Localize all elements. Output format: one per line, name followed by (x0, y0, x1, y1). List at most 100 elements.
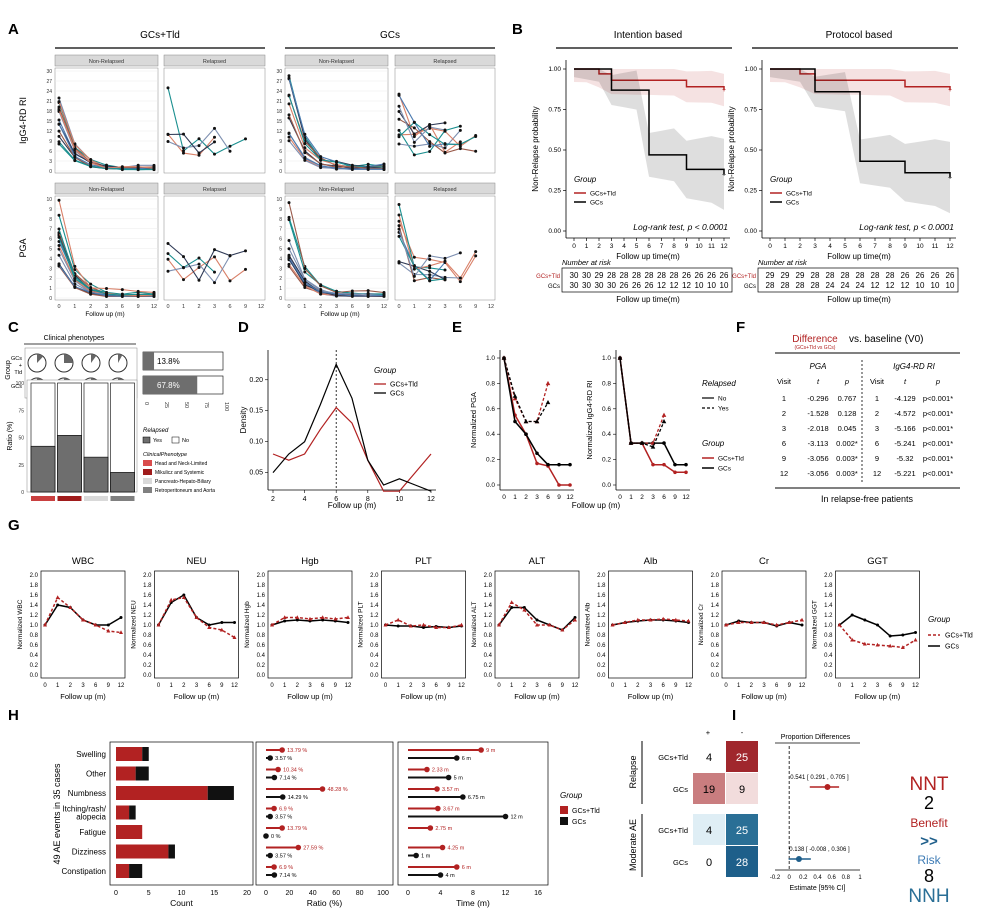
panel-h-count-bar-tld (116, 864, 130, 878)
panel-f-cell: p<0.001* (923, 439, 953, 448)
panel-a-strip (394, 182, 496, 195)
panel-c-bar-fill (143, 352, 155, 370)
panel-a-xlabel: Follow up (m) (85, 311, 124, 318)
panel-c-row-label: GCs (11, 384, 22, 390)
panel-a-ytick: 8 (49, 217, 52, 223)
panel-a-point (397, 260, 401, 264)
panel-a-point (105, 167, 108, 171)
panel-g-ytick: 1.6 (143, 593, 152, 599)
panel-e-ytick: 0.2 (486, 457, 495, 464)
panel-a-point (57, 142, 61, 146)
panel-a-point (197, 153, 201, 157)
panel-g-point-tld (459, 622, 464, 627)
panel-b-xlabel: Follow up time(m) (827, 252, 891, 261)
panel-e-point (662, 462, 666, 467)
panel-i-forest-xlabel: Estimate [95% CI] (789, 885, 845, 892)
panel-a-ytick: 10 (46, 197, 52, 203)
panel-g-title: GGT (867, 556, 888, 567)
panel-a-ytick: 15 (46, 119, 52, 125)
panel-b-risk-cell: 24 (856, 281, 865, 290)
panel-b-xtick: 3 (813, 243, 817, 250)
panel-g-ytick: 1.4 (30, 603, 39, 609)
panel-f-cell: 3 (875, 424, 879, 433)
panel-c-phenotype-strip (31, 496, 55, 501)
panel-g-xtick: 9 (674, 683, 678, 689)
panel-a-point (105, 292, 108, 296)
panel-a-trajectory (398, 111, 446, 135)
panel-a-point (366, 294, 370, 298)
panel-g-xtick: 0 (43, 683, 47, 689)
panel-c-pheno-label: Pancreato-Hepato-Biliary (155, 479, 211, 485)
panel-b-xtick: 12 (946, 243, 954, 250)
panel-b-title: Intention based (614, 30, 682, 41)
panel-g-ytick: 1.4 (143, 603, 152, 609)
panel-a-xtick: 6 (121, 304, 124, 310)
panel-h-time-dot-tld (435, 805, 441, 812)
panel-letter-e: E (452, 319, 462, 336)
panel-a-point (319, 284, 323, 288)
panel-d-xlabel: Follow up (m) (328, 501, 377, 510)
panel-a-point (287, 139, 291, 143)
panel-g-xtick: 6 (775, 683, 779, 689)
panel-a-point (412, 140, 416, 144)
panel-e-xtick: 1 (629, 494, 633, 501)
panel-a-point (287, 74, 291, 78)
panel-a-xtick: 9 (474, 304, 477, 310)
panel-g-ytick: 0.2 (711, 663, 720, 669)
panel-e-legend2-title: Group (702, 439, 725, 448)
panel-c-pheno-title: ClinicalPhenotype (143, 452, 187, 458)
panel-a-xtick: 12 (258, 304, 264, 310)
panel-c-legend-key-no (171, 436, 180, 444)
panel-a-ytick: 7 (279, 227, 282, 233)
panel-g-xtick: 2 (523, 683, 527, 689)
panel-g-ytick: 0.8 (30, 633, 39, 639)
panel-e-point (651, 462, 655, 467)
panel-h-time-xlabel: Time (m) (456, 898, 490, 908)
panel-f-cell: 6 (875, 439, 879, 448)
panel-a-point (350, 294, 354, 298)
panel-g-xtick: 9 (107, 683, 111, 689)
panel-g-ytick: 1.6 (30, 593, 39, 599)
panel-g-ytick: 0.2 (257, 663, 266, 669)
panel-a-ytick: 8 (279, 217, 282, 223)
panel-g-ytick: 1.2 (257, 613, 266, 619)
panel-b-km-curve (574, 68, 725, 175)
panel-a-point (166, 269, 170, 273)
panel-i-estimate-dot (824, 784, 831, 790)
panel-c: Clinical phenotypesGroupGCs+TldGCs13.8%6… (5, 335, 229, 501)
panel-a-ytick: 1 (49, 286, 52, 292)
panel-a-point (474, 135, 478, 139)
panel-g-xtick: 2 (750, 683, 754, 689)
panel-a-point (428, 133, 432, 137)
panel-a-trajectory (398, 106, 446, 144)
panel-f-cell: 9 (875, 454, 879, 463)
panel-g-ytick: 0.4 (597, 653, 606, 659)
panel-c-ratio-ytick: 0 (21, 490, 24, 496)
panel-b-risk-cell: 29 (781, 271, 790, 280)
panel-a-point (197, 278, 201, 282)
panel-h-time-label-gcs: 6.75 m (468, 795, 485, 801)
panel-b-risk-cell: 26 (707, 271, 716, 280)
panel-c-bar-tick: 75 (203, 402, 209, 408)
panel-a-strip (284, 54, 389, 67)
panel-b-risk-cell: 10 (707, 281, 716, 290)
panel-h-time-label-gcs: 4 m (446, 873, 456, 879)
panel-g-point-gcs (56, 603, 60, 607)
panel-e-xtick: 6 (546, 494, 550, 501)
panel-b-risk-cell: 24 (826, 281, 835, 290)
panel-g-ytick: 1.4 (711, 603, 720, 609)
panel-a-point (443, 151, 447, 155)
panel-i-estimate-label: 0.541 [ 0.291 , 0.705 ] (790, 775, 849, 781)
panel-a-point (197, 262, 201, 266)
panel-d-ytick: 0.05 (249, 470, 263, 477)
panel-a-point (244, 249, 247, 253)
panel-h-time-dot-gcs (453, 755, 460, 761)
panel-h-time-label-tld: 2.33 m (432, 768, 449, 774)
panel-a-point (428, 264, 432, 268)
panel-i-forest-tick: 0.4 (813, 875, 822, 881)
panel-g-xlabel: Follow up (m) (628, 692, 674, 701)
panel-b-km-curve (770, 68, 951, 178)
panel-b-risk-xlabel: Follow up time(m) (827, 295, 891, 304)
panel-g-plot-box (154, 570, 239, 679)
